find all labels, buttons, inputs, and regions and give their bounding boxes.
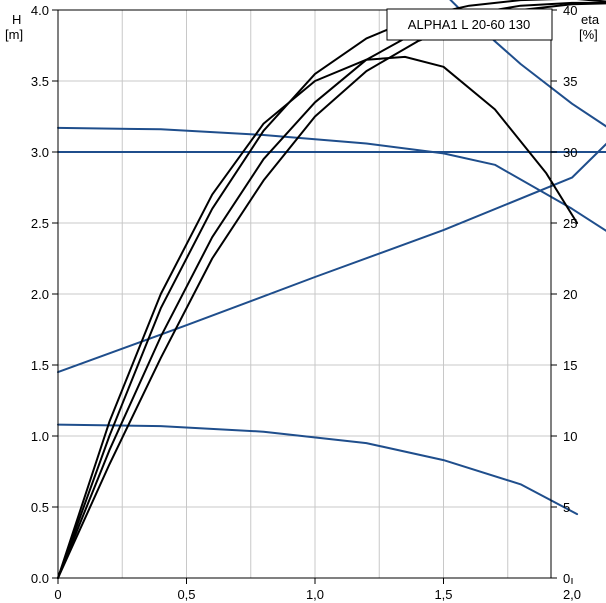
- y2-tick-label: 30: [563, 145, 577, 160]
- y-tick-label: 0.0: [31, 571, 49, 586]
- y2-tick-label: 20: [563, 287, 577, 302]
- y2-tick-label: 40: [563, 3, 577, 18]
- y2-tick-label: 0: [563, 571, 570, 586]
- head-curve: [57, 423, 579, 516]
- y2-tick-label: 35: [563, 74, 577, 89]
- y-axis-unit: [m]: [5, 27, 23, 42]
- x-tick-label: 1,5: [434, 587, 452, 602]
- y-tick-label: 3.5: [31, 74, 49, 89]
- efficiency-curve: [57, 1, 606, 579]
- head-curve: [57, 142, 606, 374]
- efficiency-curve: [57, 55, 579, 579]
- title-box: [386, 8, 553, 41]
- head-curve: [449, 0, 606, 128]
- series-layer: [57, 0, 606, 579]
- y-tick-label: 2.5: [31, 216, 49, 231]
- head-curve: [57, 126, 606, 232]
- y-tick-label: 0.5: [31, 500, 49, 515]
- y-tick-label: 2.0: [31, 287, 49, 302]
- y2-tick-label: 10: [563, 429, 577, 444]
- efficiency-curve: [57, 0, 606, 579]
- y-tick-label: 3.0: [31, 145, 49, 160]
- tick-layer: 0.00.51.01.52.02.53.03.54.04.55.05.56.06…: [31, 3, 581, 602]
- y-axis-symbol: H: [12, 12, 21, 27]
- chart-title: ALPHA1 L 20-60 130: [408, 17, 530, 32]
- y2-tick-label: 15: [563, 358, 577, 373]
- y2-axis-symbol: eta: [581, 12, 600, 27]
- y2-axis-unit: [%]: [579, 27, 598, 42]
- y-tick-label: 1.0: [31, 429, 49, 444]
- y-tick-label: 1.5: [31, 358, 49, 373]
- x-tick-label: 0: [54, 587, 61, 602]
- y2-tick-label: 5: [563, 500, 570, 515]
- x-tick-label: 0,5: [177, 587, 195, 602]
- y2-tick-label: 25: [563, 216, 577, 231]
- x-tick-label: 1,0: [306, 587, 324, 602]
- x-tick-label: 2,0: [563, 587, 581, 602]
- y-tick-label: 4.0: [31, 3, 49, 18]
